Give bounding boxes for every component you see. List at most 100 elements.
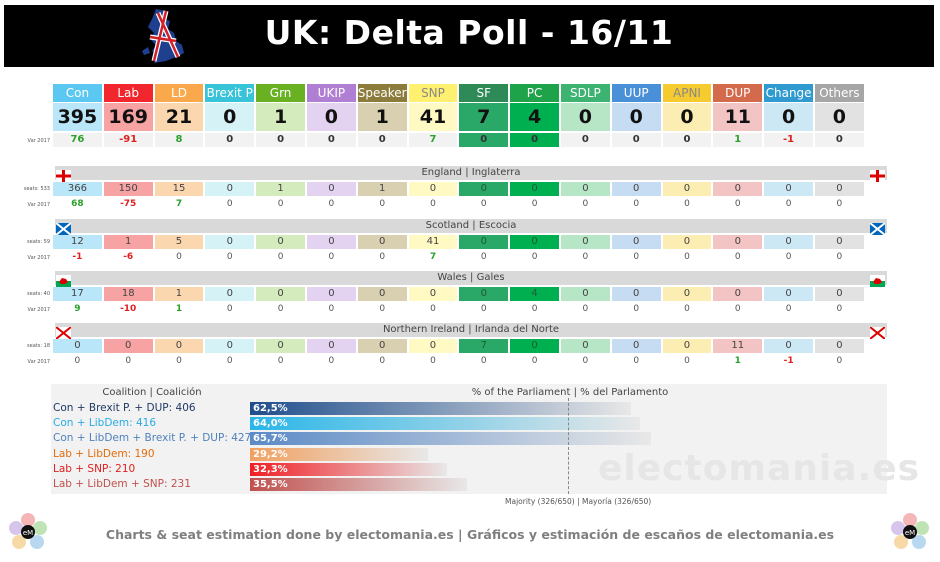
region-seat-value: 0 (408, 339, 458, 353)
region-seat-value: 0 (611, 235, 661, 249)
region-var-value: 0 (582, 304, 589, 314)
region-seat-value: 0 (561, 182, 610, 196)
region-var-value: 0 (379, 252, 386, 262)
region-seat-value: 0 (256, 339, 305, 353)
region-flag-icon (56, 272, 71, 287)
region-seat-value: 0 (205, 182, 255, 196)
region-seat-value: 0 (662, 287, 712, 301)
coalition-pct: 32,3% (253, 463, 288, 475)
coalition-name: Lab + SNP: 210 (53, 462, 136, 475)
region-var-value: 0 (277, 199, 284, 209)
region-seat-value: 0 (815, 182, 864, 196)
region-var-value: 0 (430, 304, 436, 314)
region-seat-value: 0 (764, 339, 813, 353)
region-seat-value: 0 (764, 287, 813, 301)
region-var-value: 0 (734, 252, 741, 262)
region-seat-value: 1 (103, 235, 153, 249)
national-var-value: 76 (53, 133, 102, 147)
national-var-value: 1 (713, 133, 763, 147)
national-seat-value: 21 (154, 103, 204, 131)
region-seat-value: 0 (459, 287, 509, 301)
region-seat-value: 0 (459, 182, 509, 196)
region-title: Wales | Gales (55, 271, 887, 285)
national-var-value: 0 (611, 133, 661, 147)
region-var-value: 0 (684, 199, 690, 209)
region-seat-value: 12 (53, 235, 102, 249)
region-var-value: 68 (71, 199, 84, 209)
region-var-value: 0 (74, 356, 81, 366)
region-seat-value: 0 (103, 339, 153, 353)
region-seat-value: 15 (154, 182, 204, 196)
region-seat-value: 0 (53, 339, 102, 353)
party-header: PC (510, 84, 559, 102)
region-seat-value: 0 (256, 287, 305, 301)
region-var-value: 0 (633, 356, 640, 366)
region-seat-value: 0 (307, 182, 356, 196)
svg-text:eM: eM (23, 529, 33, 537)
region-seat-value: 0 (611, 339, 661, 353)
national-var-value: 0 (662, 133, 712, 147)
region-var-value: 0 (226, 252, 233, 262)
region-var-value: 0 (176, 252, 182, 262)
region-seat-value: 0 (662, 182, 712, 196)
region-var-value: -1 (783, 356, 794, 366)
national-seat-value: 7 (459, 103, 509, 131)
national-var-value: -91 (103, 133, 153, 147)
national-seat-value: 169 (103, 103, 153, 131)
region-var-value: 0 (582, 356, 589, 366)
national-var-value: 0 (307, 133, 356, 147)
majority-label: Majority (326/650) | Mayoría (326/650) (505, 497, 652, 506)
region-seat-value: 0 (662, 339, 712, 353)
national-seat-value: 0 (662, 103, 712, 131)
region-var-value: 0 (785, 252, 792, 262)
coalition-bar-track (250, 462, 448, 476)
national-seat-value: 0 (815, 103, 864, 131)
region-seat-value: 0 (307, 235, 356, 249)
region-seat-value: 0 (611, 287, 661, 301)
region-seat-value: 1 (357, 182, 407, 196)
national-var-value: 8 (154, 133, 204, 147)
page-title: UK: Delta Poll - 16/11 (264, 13, 674, 52)
coalition-bar-track (250, 478, 467, 491)
national-var-value: 0 (205, 133, 255, 147)
national-seat-value: 0 (611, 103, 661, 131)
region-seats-label: seats: 40 (27, 291, 50, 297)
region-seat-value: 0 (154, 339, 204, 353)
region-flag-icon (56, 167, 71, 182)
national-seat-value: 11 (713, 103, 763, 131)
national-seat-value: 41 (408, 103, 458, 131)
region-var-value: 0 (226, 356, 233, 366)
region-seat-value: 0 (713, 235, 763, 249)
region-var-value: 0 (836, 252, 843, 262)
region-var-value: 0 (531, 356, 538, 366)
party-header: UKIP (307, 84, 356, 102)
coalition-name: Con + Brexit P. + DUP: 406 (53, 402, 196, 414)
region-seat-value: 0 (408, 182, 458, 196)
coalition-pct: 29,2% (253, 448, 288, 460)
region-seat-value: 0 (205, 287, 255, 301)
region-title: Northern Ireland | Irlanda del Norte (55, 323, 887, 337)
region-seat-value: 0 (713, 287, 763, 301)
national-seat-value: 4 (510, 103, 559, 131)
region-seat-value: 18 (103, 287, 153, 301)
region-var-value: -1 (72, 252, 83, 262)
electomania-logo-icon-right: eM (891, 513, 929, 549)
region-var-value: 0 (734, 199, 741, 209)
national-var-value: 0 (357, 133, 407, 147)
region-seat-value: 0 (561, 339, 610, 353)
region-var-value: 0 (430, 356, 436, 366)
national-var-value: 0 (815, 133, 864, 147)
region-seat-value: 0 (611, 182, 661, 196)
region-var-value: 0 (531, 199, 538, 209)
party-header: UUP (611, 84, 661, 102)
region-var-value: 0 (734, 304, 741, 314)
region-seat-value: 0 (510, 182, 559, 196)
region-var-value: 1 (175, 304, 183, 314)
party-header: Others (815, 84, 864, 102)
coalition-name: Con + LibDem + Brexit P. + DUP: 427 (53, 432, 252, 445)
region-seat-value: 0 (357, 339, 407, 353)
region-var-value: 0 (633, 199, 640, 209)
region-var-value: 0 (480, 252, 487, 262)
region-var-value: 0 (277, 356, 284, 366)
